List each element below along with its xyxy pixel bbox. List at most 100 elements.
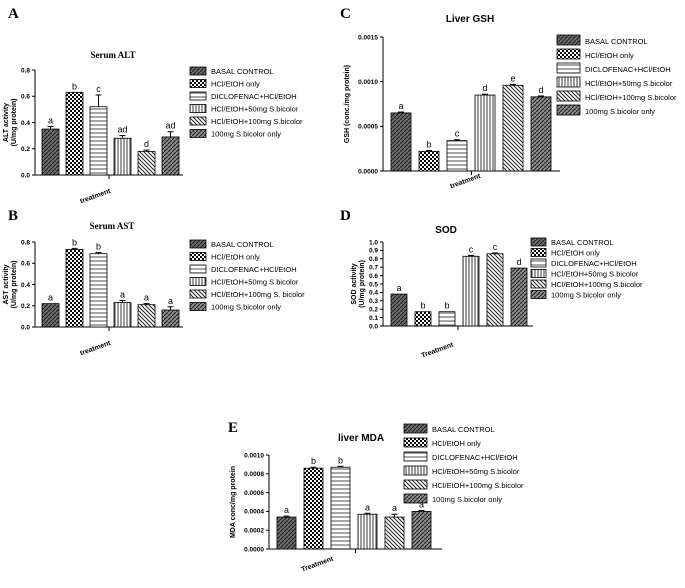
bar — [137, 150, 156, 176]
significance-letter: b — [72, 237, 77, 247]
chart-panel-c: C Liver GSH 0.0000 0.0005 0.0010 0.0015 GSH (c… — [340, 6, 677, 190]
y-tick-label: 0.0008 — [244, 471, 264, 478]
x-axis-label: treatment — [79, 188, 112, 206]
significance-letter: a — [365, 502, 370, 512]
bar — [510, 267, 528, 327]
bar — [137, 304, 156, 328]
legend-swatch — [189, 66, 207, 76]
y-tick-label: 0.1 — [369, 315, 378, 322]
legend-swatch — [189, 252, 207, 261]
bar — [502, 84, 524, 172]
significance-letter: a — [396, 283, 401, 293]
y-tick-label: 0.0010 — [358, 79, 378, 86]
legend-label: HCl/EtOH+100mg S.bicolor — [551, 280, 643, 289]
significance-letter: ad — [117, 125, 127, 135]
significance-letter: ad — [165, 121, 175, 131]
legend-swatch — [189, 104, 207, 113]
bar — [474, 94, 496, 172]
y-tick-label: 0.0 — [21, 324, 30, 331]
x-axis-label: Treatment — [301, 555, 335, 573]
chart-panel-b: B Serum AST 0.0 0.2 0.4 0.6 0.8 AST activity (U/… — [3, 208, 305, 357]
y-tick-label: 0.8 — [21, 239, 30, 246]
legend-label: BASAL CONTROL — [211, 240, 274, 249]
legend-swatch — [530, 279, 547, 289]
legend-swatch — [189, 91, 207, 101]
y-axis-label: MDA conc/mg protein — [230, 466, 237, 538]
y-tick-label: 1.0 — [369, 239, 378, 246]
y-tick-label: 0.6 — [21, 261, 30, 268]
significance-letter: d — [144, 139, 149, 149]
legend-swatch — [530, 290, 547, 299]
significance-letter: d — [516, 257, 521, 267]
panel-label: A — [8, 6, 19, 22]
chart-title: SOD — [435, 225, 457, 236]
bar — [384, 516, 405, 550]
significance-letter: d — [538, 85, 543, 95]
chart-title: liver MDA — [338, 433, 384, 444]
bar — [41, 303, 60, 328]
legend-label: HCl/EtOH+100mg S.bicolor — [432, 481, 524, 490]
legend-swatch — [556, 104, 581, 116]
y-tick-label: 0.8 — [21, 67, 30, 74]
bar — [411, 510, 432, 550]
y-tick-label: 0.0 — [369, 323, 378, 330]
legend-label: BASAL CONTROL — [432, 425, 495, 434]
bar — [41, 128, 60, 176]
legend-swatch — [189, 289, 207, 299]
y-axis-label: SOD activity — [351, 263, 358, 304]
legend-label: 100mg S.bicolor only — [211, 130, 281, 139]
bar — [418, 150, 440, 172]
y-tick-label: 0.6 — [369, 273, 378, 280]
y-axis-label-units: (U/mg protein) — [11, 99, 18, 147]
panel-label: D — [340, 208, 351, 224]
y-tick-label: 0.0015 — [358, 34, 378, 41]
bar — [276, 516, 297, 550]
significance-letter: a — [398, 101, 403, 111]
significance-letter: e — [510, 73, 515, 83]
y-tick-label: 0.6 — [21, 94, 30, 101]
y-tick-label: 0.4 — [369, 290, 378, 297]
bar — [390, 293, 408, 327]
y-tick-label: 0.7 — [369, 265, 378, 272]
legend-swatch — [530, 248, 547, 257]
legend-swatch — [403, 465, 428, 476]
y-tick-label: 0.2 — [21, 303, 30, 310]
legend-label: HCl/EtOH only — [211, 253, 260, 262]
y-axis-label: GSH (conc./mg protein) — [344, 65, 351, 143]
significance-letter: c — [96, 84, 101, 94]
bar — [357, 513, 378, 550]
y-tick-label: 0.0006 — [244, 490, 264, 497]
x-axis-label: treatment — [79, 340, 112, 358]
significance-letter: c — [493, 242, 498, 252]
legend-label: HCl/EtOH+50mg S.bicolor — [551, 270, 639, 279]
y-tick-label: 0.0010 — [244, 452, 264, 459]
significance-letter: a — [392, 503, 397, 513]
legend-swatch — [189, 302, 207, 311]
legend-swatch — [556, 62, 581, 74]
bar — [65, 249, 84, 328]
legend-label: 100mg S.bicolor only — [211, 303, 281, 312]
significance-letter: c — [469, 244, 474, 254]
y-tick-label: 0.8 — [369, 256, 378, 263]
y-tick-label: 0.5 — [369, 281, 378, 288]
legend-label: 100mg S.bicolor only — [585, 107, 655, 116]
legend-label: BASAL CONTROL — [211, 67, 274, 76]
legend-swatch — [403, 479, 428, 490]
legend-label: HCl/EtOH+50mg S.bicolor — [585, 79, 673, 88]
legend-label: HCl/EtOH+100mg S. bicolor — [211, 290, 305, 299]
significance-letter: d — [482, 83, 487, 93]
y-tick-label: 0.2 — [369, 307, 378, 314]
panel-label: B — [8, 208, 18, 224]
legend-label: HCl/EtOH only — [551, 249, 600, 258]
significance-letter: a — [168, 296, 173, 306]
legend-swatch — [403, 493, 428, 504]
panel-label: E — [228, 420, 238, 436]
legend-swatch — [403, 451, 428, 462]
legend-label: HCl/EtOH+50mg S.bicolor — [432, 467, 520, 476]
legend-label: HCl/EtOH only — [432, 439, 481, 448]
bar — [462, 255, 480, 327]
bar — [113, 302, 132, 328]
legend-label: HCl/EtOH only — [585, 51, 634, 60]
legend-swatch — [530, 258, 547, 268]
